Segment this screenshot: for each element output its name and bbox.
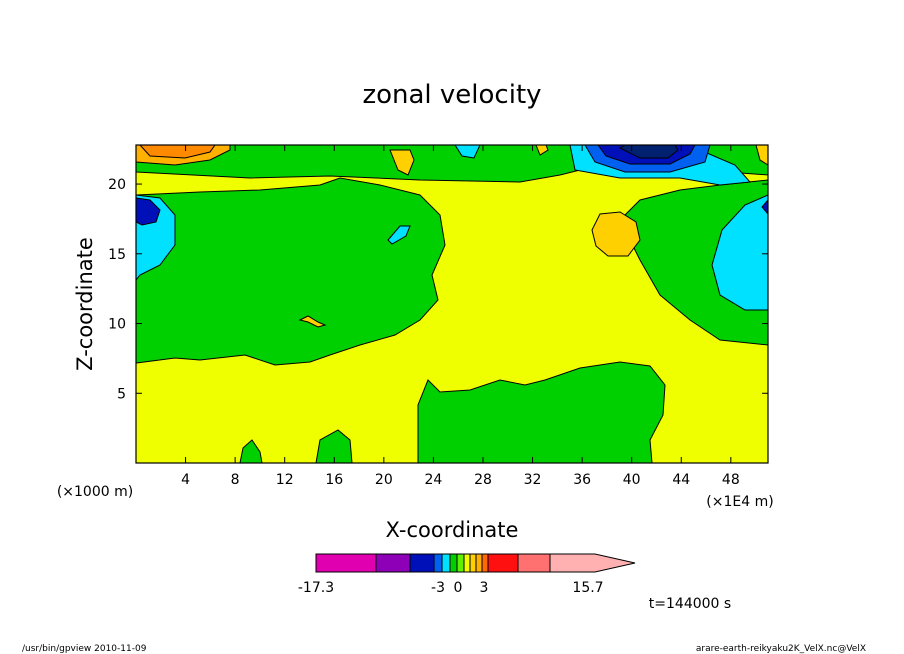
x-tick-label: 16 [325,472,343,488]
colorbar-segment [441,553,451,573]
x-tick-label: 8 [231,472,240,488]
plot-area [135,144,769,464]
colorbar-segment [481,553,489,573]
contour-region-cyan-spot-mid [387,225,411,245]
footer-right: arare-earth-reikyaku2K_VelX.nc@VelX [696,644,866,654]
y-axis-ticks: 5 10 15 20 [108,177,768,402]
colorbar-segment [487,553,519,573]
contour-region-orange-top-mid [389,149,415,176]
contour-region-green-lower [417,361,666,464]
chart-title: zonal velocity [362,80,541,110]
y-tick-label: 10 [108,317,126,333]
x-unit-left: (×1000 m) [57,484,133,500]
colorbar-segment [517,553,551,573]
colorbar-tick-label: 3 [480,580,489,596]
y-tick-label: 20 [108,177,126,193]
colorbar-segment [456,553,465,573]
time-label: t=144000 s [649,596,731,612]
contour-region-green-middle [135,177,446,366]
contour-region-orange-right [591,211,641,257]
colorbar-max-label: 15.7 [572,580,603,596]
y-axis-label: Z-coordinate [73,237,97,371]
plot-frame [135,144,769,464]
x-tick-label: 20 [375,472,393,488]
x-tick-label: 48 [722,472,740,488]
colorbar-tick-label: 0 [454,580,463,596]
contour-region-orange-filament [298,315,327,328]
x-tick-label: 44 [672,472,690,488]
x-unit-right: (×1E4 m) [706,494,773,510]
x-tick-label: 24 [424,472,442,488]
x-tick-label: 32 [524,472,542,488]
contour-region-cyan-right [711,194,769,311]
x-axis-ticks: 4 8 12 16 20 24 28 32 36 40 44 48 [181,145,740,488]
colorbar-segment [449,553,458,573]
x-tick-label: 12 [276,472,294,488]
colorbar-segment [469,553,477,573]
colorbar [315,553,636,573]
colorbar-segment [475,553,483,573]
colorbar-tick-label: -3 [431,580,445,596]
x-tick-label: 40 [623,472,641,488]
colorbar-segment [409,553,435,573]
colorbar-segment [433,553,443,573]
footer-left: /usr/bin/gpview 2010-11-09 [22,644,147,654]
x-axis-label: X-coordinate [386,518,519,542]
colorbar-segment [463,553,471,573]
colorbar-segment-arrow [549,553,636,573]
x-tick-label: 28 [474,472,492,488]
y-tick-label: 5 [117,386,126,402]
colorbar-min-label: -17.3 [298,580,334,596]
y-tick-label: 15 [108,247,126,263]
x-tick-label: 4 [181,472,190,488]
colorbar-segment [315,553,377,573]
x-tick-label: 36 [573,472,591,488]
colorbar-segment [375,553,411,573]
